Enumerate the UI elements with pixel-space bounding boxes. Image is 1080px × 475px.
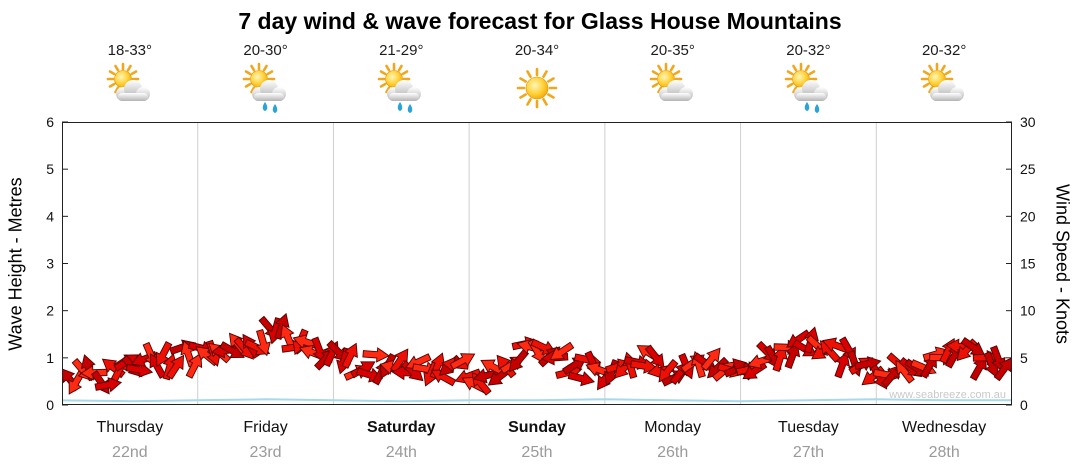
- temp-range-thursday: 18-33°: [107, 42, 153, 59]
- wind-arrow: [219, 341, 245, 359]
- partly-cloudy-icon: [917, 62, 971, 114]
- left-tick-label: 4: [46, 208, 54, 224]
- left-tick-label: 3: [46, 256, 54, 272]
- temp-range-wednesday: 20-32°: [921, 42, 967, 59]
- right-tick-label: 25: [1020, 161, 1036, 177]
- wind-arrow: [700, 347, 721, 372]
- page-title: 7 day wind & wave forecast for Glass Hou…: [238, 8, 842, 34]
- left-tick-label: 5: [46, 161, 54, 177]
- date-label-28th: 28th: [928, 444, 960, 461]
- showers-icon: [781, 62, 835, 114]
- day-label-tuesday: Tuesday: [778, 419, 839, 436]
- left-tick-label: 2: [46, 303, 54, 319]
- wind-arrow: [341, 342, 358, 369]
- date-label-23rd: 23rd: [249, 444, 282, 461]
- date-label-27th: 27th: [792, 444, 824, 461]
- wind-arrow: [567, 371, 596, 387]
- left-tick-label: 1: [46, 350, 54, 366]
- wind-arrow: [993, 357, 1011, 382]
- left-tick-label: 6: [46, 114, 54, 130]
- right-tick-label: 0: [1020, 397, 1028, 413]
- showers-icon: [239, 62, 293, 114]
- date-label-25th: 25th: [521, 444, 553, 461]
- left-tick-label: 0: [46, 397, 54, 413]
- wind-arrow: [549, 341, 575, 360]
- temp-range-saturday: 21-29°: [379, 42, 424, 59]
- day-label-wednesday: Wednesday: [902, 419, 987, 436]
- day-label-sunday: Sunday: [508, 419, 566, 436]
- wind-arrow: [969, 355, 987, 381]
- wind-arrow: [166, 354, 185, 380]
- temp-range-monday: 20-35°: [650, 42, 695, 59]
- partly-cloudy-icon: [103, 62, 157, 114]
- wind-arrow: [772, 344, 788, 372]
- partly-cloudy-icon: [646, 62, 700, 114]
- right-tick-label: 10: [1020, 303, 1036, 319]
- wind-arrow: [449, 353, 476, 370]
- right-axis-label: Wind Speed - Knots: [1052, 183, 1073, 345]
- wind-arrow: [255, 329, 271, 357]
- temp-range-sunday: 20-34°: [514, 42, 560, 59]
- date-label-22nd: 22nd: [112, 444, 148, 461]
- day-label-saturday: Saturday: [367, 419, 436, 436]
- right-tick-label: 5: [1020, 350, 1028, 366]
- temp-range-friday: 20-30°: [243, 42, 288, 59]
- wave-height-line: [63, 398, 1011, 403]
- wind-arrow: [834, 351, 850, 379]
- right-tick-label: 20: [1020, 208, 1036, 224]
- forecast-chart: 0 1 2 3 4 5 6 0 5 10 15 20 25 30 www.seabreeze.com.au: [46, 114, 1036, 413]
- sunny-icon: [510, 62, 564, 114]
- wind-arrow: [508, 348, 530, 373]
- wind-arrow: [155, 340, 173, 367]
- right-tick-label: 30: [1020, 114, 1036, 130]
- showers-icon: [374, 62, 428, 114]
- date-label-26th: 26th: [657, 444, 689, 461]
- wind-arrow: [311, 336, 327, 364]
- wind-arrows-series: [63, 312, 1011, 396]
- day-label-thursday: Thursday: [96, 419, 164, 436]
- day-label-friday: Friday: [243, 419, 288, 436]
- temp-range-tuesday: 20-32°: [786, 42, 831, 59]
- wind-arrow: [185, 352, 203, 379]
- wind-arrow: [430, 369, 457, 387]
- left-axis-label: Wave Height - Metres: [5, 177, 26, 351]
- wind-arrow: [362, 347, 390, 363]
- day-label-monday: Monday: [644, 419, 702, 436]
- wind-arrow: [94, 377, 123, 393]
- date-label-24th: 24th: [385, 444, 417, 461]
- wind-arrow: [784, 342, 801, 370]
- right-tick-label: 15: [1020, 256, 1036, 272]
- wind-arrow: [658, 358, 679, 383]
- watermark: www.seabreeze.com.au: [888, 389, 1006, 401]
